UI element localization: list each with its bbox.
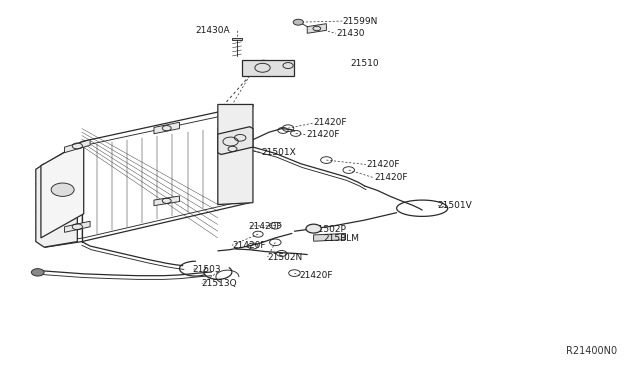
Polygon shape xyxy=(65,140,90,153)
Circle shape xyxy=(293,19,303,25)
Polygon shape xyxy=(65,221,90,232)
Polygon shape xyxy=(218,105,253,205)
Text: 21420F: 21420F xyxy=(306,130,339,140)
Polygon shape xyxy=(154,122,179,134)
Text: 21503: 21503 xyxy=(192,265,221,274)
Text: 21420F: 21420F xyxy=(374,173,408,182)
Text: 21430: 21430 xyxy=(336,29,364,38)
Text: 21420F: 21420F xyxy=(314,119,347,128)
Text: 215BLM: 215BLM xyxy=(323,234,359,243)
Polygon shape xyxy=(314,234,346,241)
Polygon shape xyxy=(307,24,326,33)
Circle shape xyxy=(306,224,321,233)
Text: 21502N: 21502N xyxy=(268,253,303,262)
Polygon shape xyxy=(242,60,294,76)
Text: 21420F: 21420F xyxy=(300,271,333,280)
Text: 21420F: 21420F xyxy=(248,221,282,231)
Polygon shape xyxy=(232,38,242,39)
Polygon shape xyxy=(36,164,77,247)
Text: 21599N: 21599N xyxy=(342,17,378,26)
Circle shape xyxy=(31,269,44,276)
Text: 21501V: 21501V xyxy=(437,201,472,210)
Text: 21501X: 21501X xyxy=(261,148,296,157)
Text: 21420F: 21420F xyxy=(366,160,399,169)
Polygon shape xyxy=(218,127,253,154)
Text: 21502P: 21502P xyxy=(312,225,346,234)
Text: 21420F: 21420F xyxy=(232,241,266,250)
Text: R21400N0: R21400N0 xyxy=(566,346,617,356)
Text: 21430A: 21430A xyxy=(195,26,230,35)
Circle shape xyxy=(51,183,74,196)
Text: 21510: 21510 xyxy=(351,59,380,68)
Polygon shape xyxy=(41,141,84,238)
Polygon shape xyxy=(154,196,179,206)
Text: 21513Q: 21513Q xyxy=(202,279,237,288)
